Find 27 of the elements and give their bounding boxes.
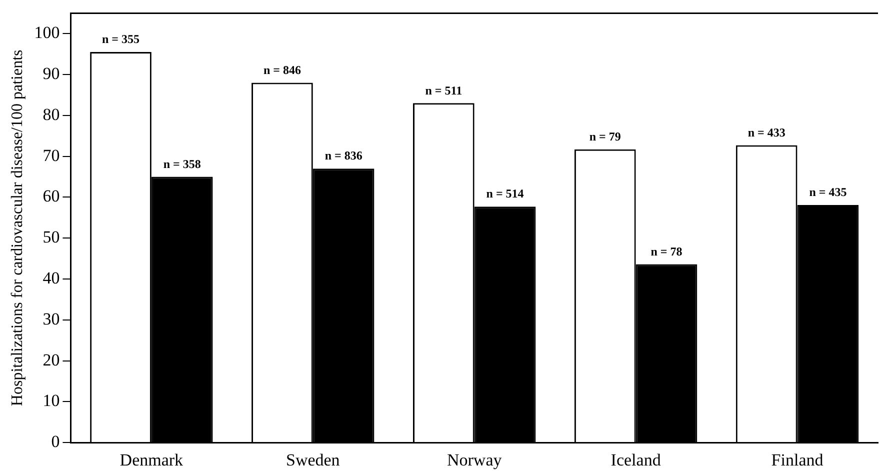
x-tick-label: Iceland <box>610 450 662 470</box>
annotation: n = 846 <box>263 62 301 77</box>
y-tick-label: 90 <box>42 64 60 84</box>
y-tick-label: 70 <box>42 146 60 165</box>
y-tick-label: 100 <box>34 23 60 42</box>
annotation: n = 358 <box>163 156 201 171</box>
x-tick-label: Sweden <box>286 450 340 470</box>
annotation: n = 435 <box>809 185 847 200</box>
annotation: n = 78 <box>650 244 682 258</box>
y-tick-label: 80 <box>42 104 60 124</box>
x-tick-label: Denmark <box>120 450 184 470</box>
annotation: n = 511 <box>425 83 462 98</box>
x-tick-label: Norway <box>446 450 502 470</box>
y-tick-label: 60 <box>42 186 60 206</box>
y-tick-label: 40 <box>42 268 60 288</box>
annotation: n = 514 <box>486 186 524 201</box>
y-tick-label: 0 <box>51 432 60 452</box>
annotation: n = 79 <box>589 129 621 144</box>
y-tick-label: 10 <box>42 391 60 410</box>
y-tick-label: 50 <box>42 228 60 247</box>
annotation: n = 836 <box>324 148 362 163</box>
y-tick-label: 20 <box>42 350 60 370</box>
annotation: n = 433 <box>748 125 786 140</box>
y-tick-label: 30 <box>42 309 60 328</box>
x-tick-label: Finland <box>771 450 824 470</box>
annotation: n = 355 <box>102 32 140 46</box>
y-axis-title: Hospitalizations for cardiovascular disease/100 patients <box>8 50 26 406</box>
